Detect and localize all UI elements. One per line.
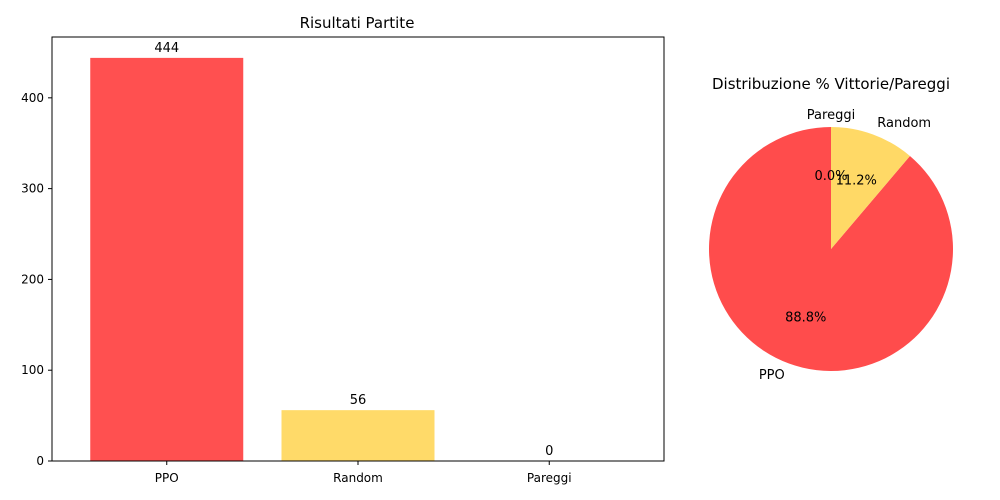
pie-label-ppo: PPO bbox=[759, 368, 785, 383]
pie-label-pareggi: Pareggi bbox=[807, 108, 855, 123]
bar-value-label-pareggi: 0 bbox=[545, 444, 553, 459]
pie-chart-title: Distribuzione % Vittorie/Pareggi bbox=[712, 75, 950, 93]
pie-percent-ppo: 88.8% bbox=[785, 311, 826, 326]
pie-label-random: Random bbox=[877, 116, 931, 131]
bar-value-label-random: 56 bbox=[350, 393, 367, 408]
pie-slices bbox=[709, 127, 954, 371]
bar-chart-title: Risultati Partite bbox=[300, 14, 415, 32]
bar-value-label-ppo: 444 bbox=[154, 41, 179, 56]
y-tick-label-300: 300 bbox=[21, 182, 44, 196]
pie-chart: Distribuzione % Vittorie/Pareggi PPO 88.8… bbox=[709, 75, 954, 383]
y-tick-label-200: 200 bbox=[21, 272, 44, 286]
x-tick-label-random: Random bbox=[333, 471, 383, 485]
x-tick-label-pareggi: Pareggi bbox=[527, 471, 572, 485]
bar-chart: Risultati Partite 444 56 0 0 100 200 300 400 P… bbox=[21, 14, 665, 485]
bar-ppo bbox=[90, 57, 244, 461]
y-tick-label-400: 400 bbox=[21, 91, 44, 105]
bar-x-axis: PPO Random Pareggi bbox=[155, 461, 572, 485]
y-tick-label-100: 100 bbox=[21, 363, 44, 377]
y-tick-label-0: 0 bbox=[36, 454, 44, 468]
bar-series bbox=[90, 57, 435, 461]
x-tick-label-ppo: PPO bbox=[155, 471, 179, 485]
bar-value-labels: 444 56 0 bbox=[154, 41, 553, 459]
pie-slice-random bbox=[831, 127, 910, 249]
pie-percent-pareggi: 0.0% bbox=[814, 169, 847, 184]
pie-percent-random: 11.2% bbox=[836, 173, 877, 188]
bar-random bbox=[281, 410, 435, 461]
pie-labels: PPO 88.8% Random 11.2% Pareggi 0.0% bbox=[759, 108, 931, 383]
bar-y-axis: 0 100 200 300 400 bbox=[21, 91, 52, 468]
